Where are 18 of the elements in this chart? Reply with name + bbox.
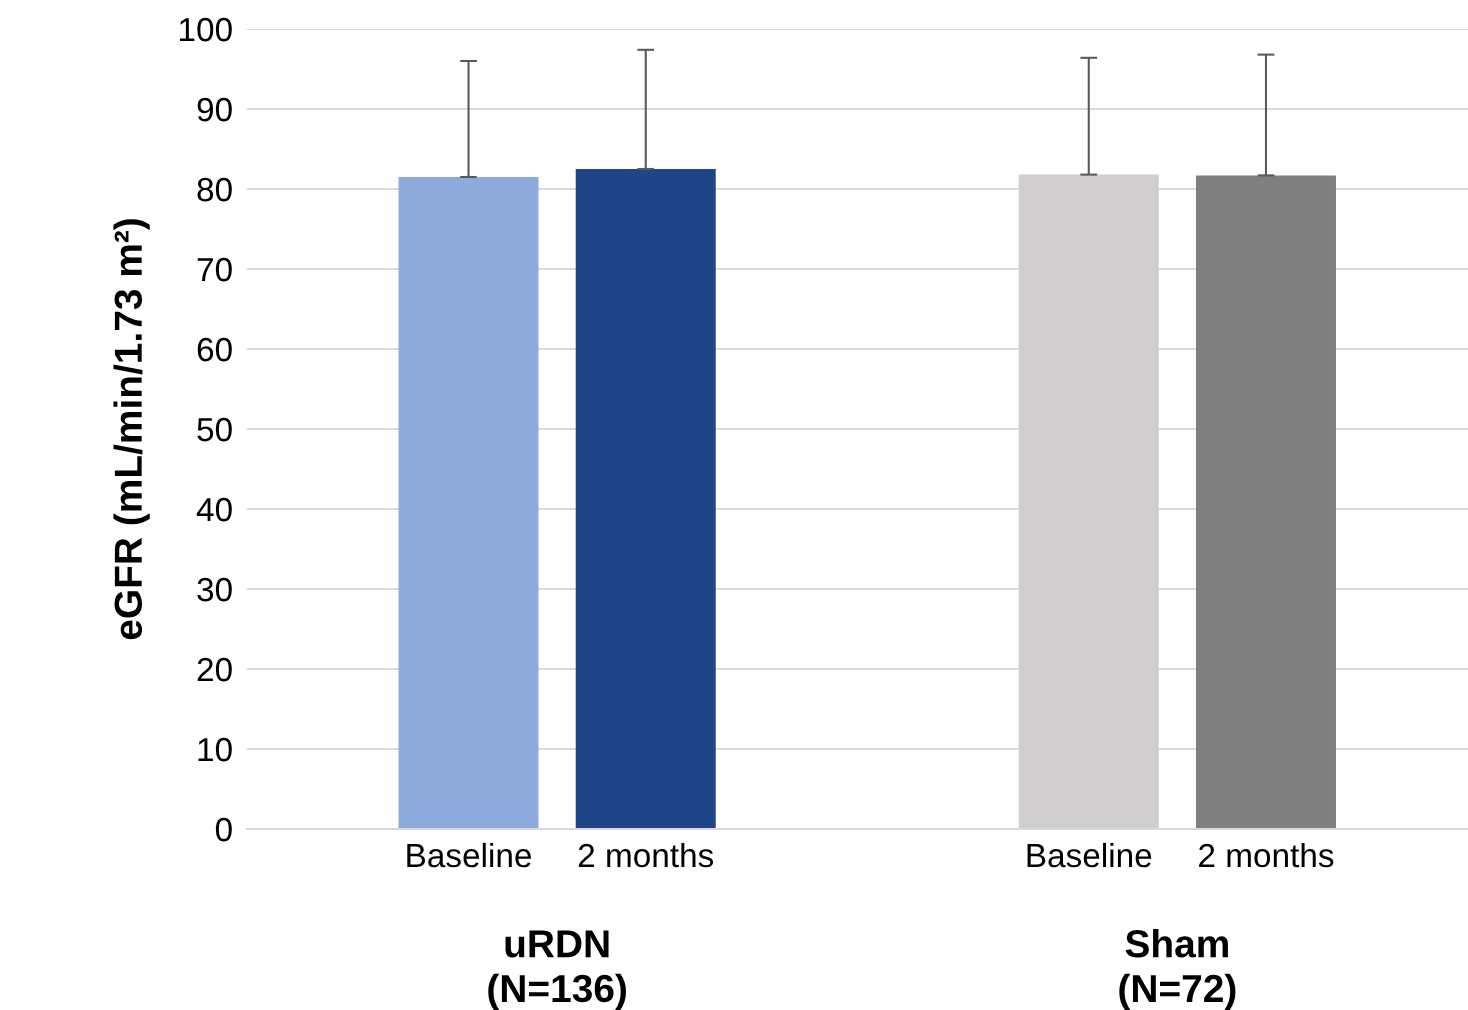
y-tick-label: 60 — [197, 337, 232, 362]
y-tick-label: 0 — [215, 817, 232, 842]
x-tick-label: 2 months — [578, 842, 714, 868]
text: uRDN (N=136) — [488, 930, 626, 1010]
y-tick-label: 70 — [197, 257, 232, 282]
y-tick-label: 10 — [198, 737, 232, 762]
y-tick-label: 20 — [197, 657, 232, 682]
y-tick-label: 30 — [197, 577, 232, 602]
y-tick-label: 40 — [196, 497, 232, 522]
y-axis-title: eGFR (mL/min/1.73 m²) — [113, 219, 150, 640]
y-tick-label: 100 — [180, 17, 232, 42]
y-tick-label: 80 — [197, 177, 232, 202]
x-tick-label: Baseline — [407, 842, 531, 868]
y-tick-label: 50 — [197, 417, 232, 442]
y-tick-label: 90 — [197, 97, 232, 122]
x-tick-label: Baseline — [1027, 842, 1152, 868]
x-tick-label: 2 months — [1199, 842, 1334, 868]
text: Sham (N=72) — [1119, 929, 1236, 1010]
